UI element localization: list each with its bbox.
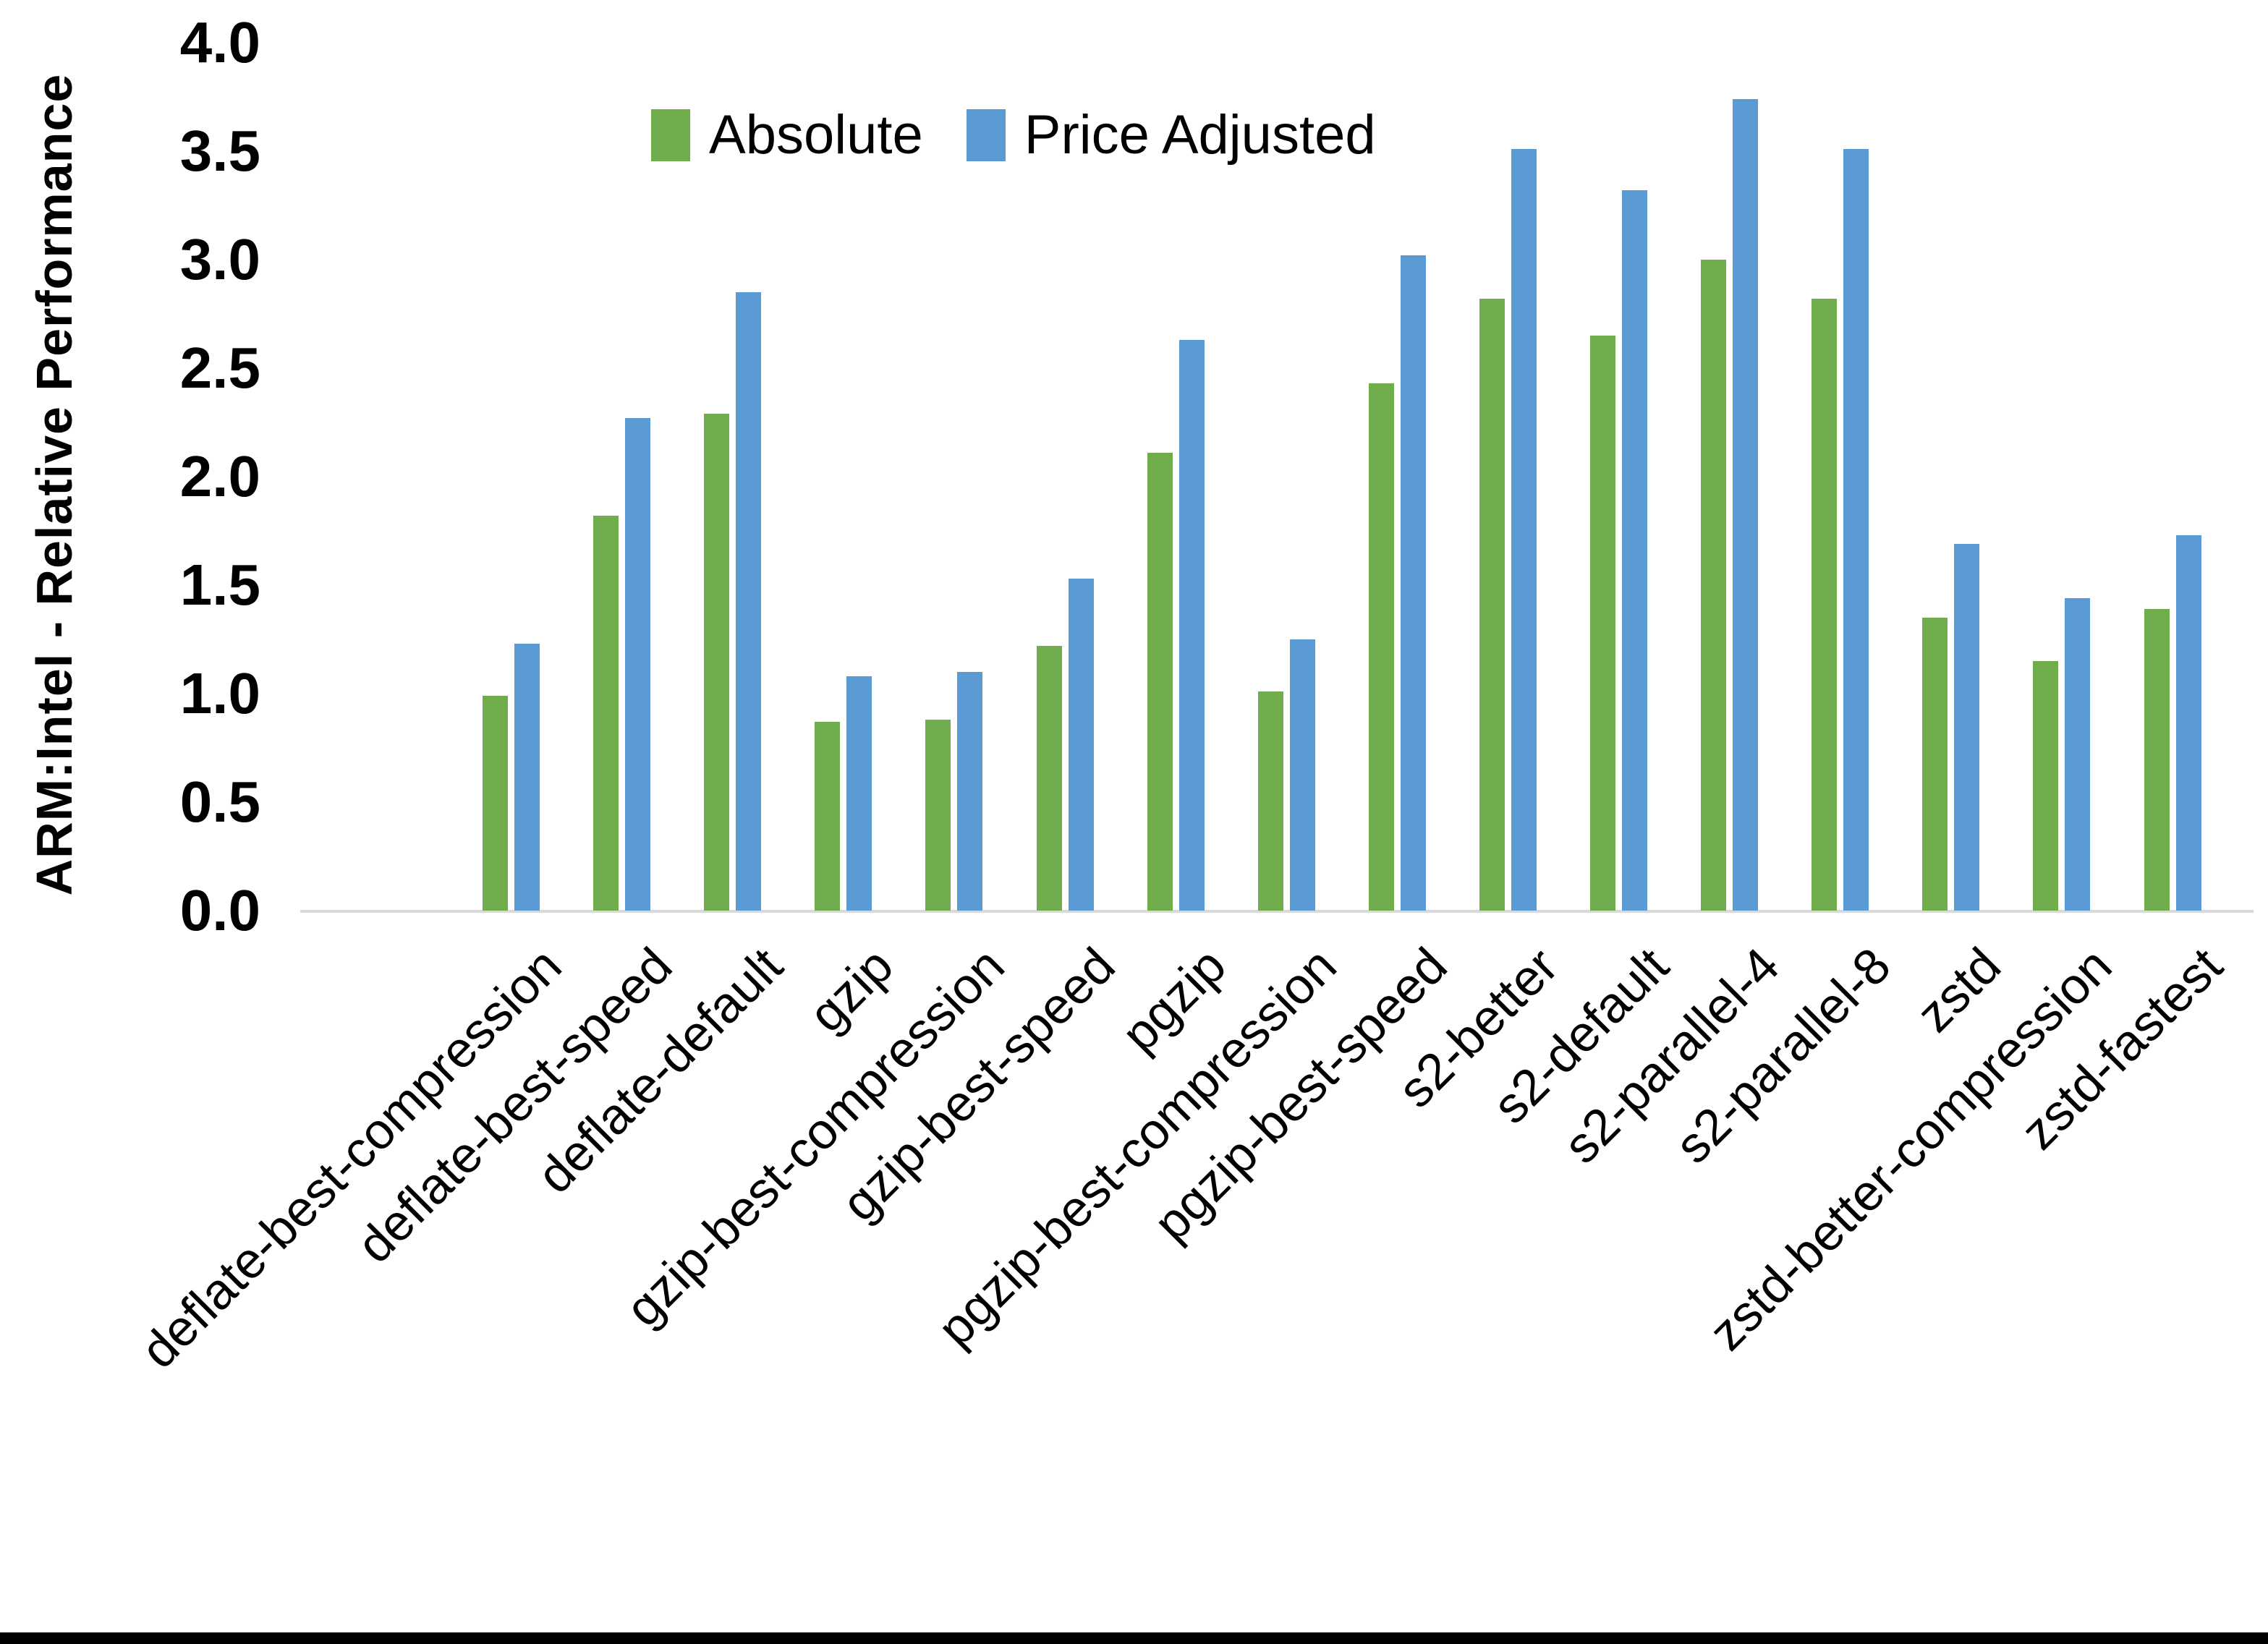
price-adjusted-series-swatch-icon [966,108,1006,161]
absolute-bar-gzip [815,722,841,911]
absolute-bar-deflate-best-compression [483,696,508,911]
plot-area: 0.0 0.5 1.0 1.5 2.0 2.5 3.0 3.5 4.0 deflate-best-… [129,14,2254,1379]
absolute-bar-zstd [1922,618,1948,911]
legend-item-price-adjusted: Price Adjusted [966,103,1376,166]
absolute-bar-deflate-default [704,414,730,911]
price-adjusted-bar-pgzip [1178,340,1205,911]
y-tick-label: 1.5 [179,553,260,617]
y-tick-label: 1.0 [179,661,260,725]
absolute-bar-pgzip-best-compression [1257,691,1283,911]
legend: Absolute Price Adjusted [651,103,1376,166]
price-adjusted-bar-s2-better [1511,149,1537,911]
y-tick-label: 4.0 [179,10,260,74]
absolute-bar-s2-parallel-8 [1812,299,1838,911]
price-adjusted-bar-gzip-best-compression [957,672,983,911]
absolute-bar-deflate-best-speed [593,516,619,911]
price-adjusted-bar-zstd-better-compression [2065,598,2091,911]
absolute-bar-s2-parallel-4 [1701,260,1727,911]
y-tick-label: 3.5 [179,119,260,183]
legend-item-absolute: Absolute [651,103,923,166]
absolute-bar-gzip-best-speed [1036,646,1062,911]
legend-label-absolute: Absolute [709,104,923,166]
absolute-bar-gzip-best-compression [925,720,951,911]
absolute-bar-zstd-fastest [2144,609,2170,911]
price-adjusted-bar-deflate-default [736,292,762,911]
y-tick-label: 2.0 [179,444,260,508]
price-adjusted-bar-s2-parallel-4 [1733,99,1759,911]
absolute-bar-zstd-better-compression [2033,661,2059,911]
y-tick-label: 2.5 [179,336,260,400]
price-adjusted-bar-gzip-best-speed [1068,579,1094,911]
price-adjusted-bar-deflate-best-speed [625,418,651,911]
price-adjusted-bar-zstd-fastest [2175,535,2201,911]
price-adjusted-bar-gzip [846,676,872,911]
price-adjusted-bar-pgzip-best-speed [1400,255,1426,911]
absolute-series-swatch-icon [651,108,690,161]
y-tick-label: 0.0 [179,878,260,942]
price-adjusted-bar-deflate-best-compression [514,644,540,911]
y-tick-label: 3.0 [179,227,260,291]
absolute-bar-s2-better [1479,299,1505,911]
x-category-label-deflate-best-compression: deflate-best-compression [129,937,572,1379]
absolute-bar-pgzip-best-speed [1368,383,1394,911]
bottom-border [0,1632,2268,1644]
price-adjusted-bar-s2-default [1622,190,1647,911]
absolute-bar-pgzip [1147,453,1173,911]
price-adjusted-bar-pgzip-best-compression [1289,639,1315,911]
y-tick-label: 0.5 [179,770,260,834]
legend-label-price-adjusted: Price Adjusted [1024,104,1376,166]
price-adjusted-bar-s2-parallel-8 [1843,149,1869,911]
x-axis-line [300,910,2254,913]
absolute-bar-s2-default [1590,336,1615,911]
price-adjusted-bar-zstd [1954,544,1980,911]
